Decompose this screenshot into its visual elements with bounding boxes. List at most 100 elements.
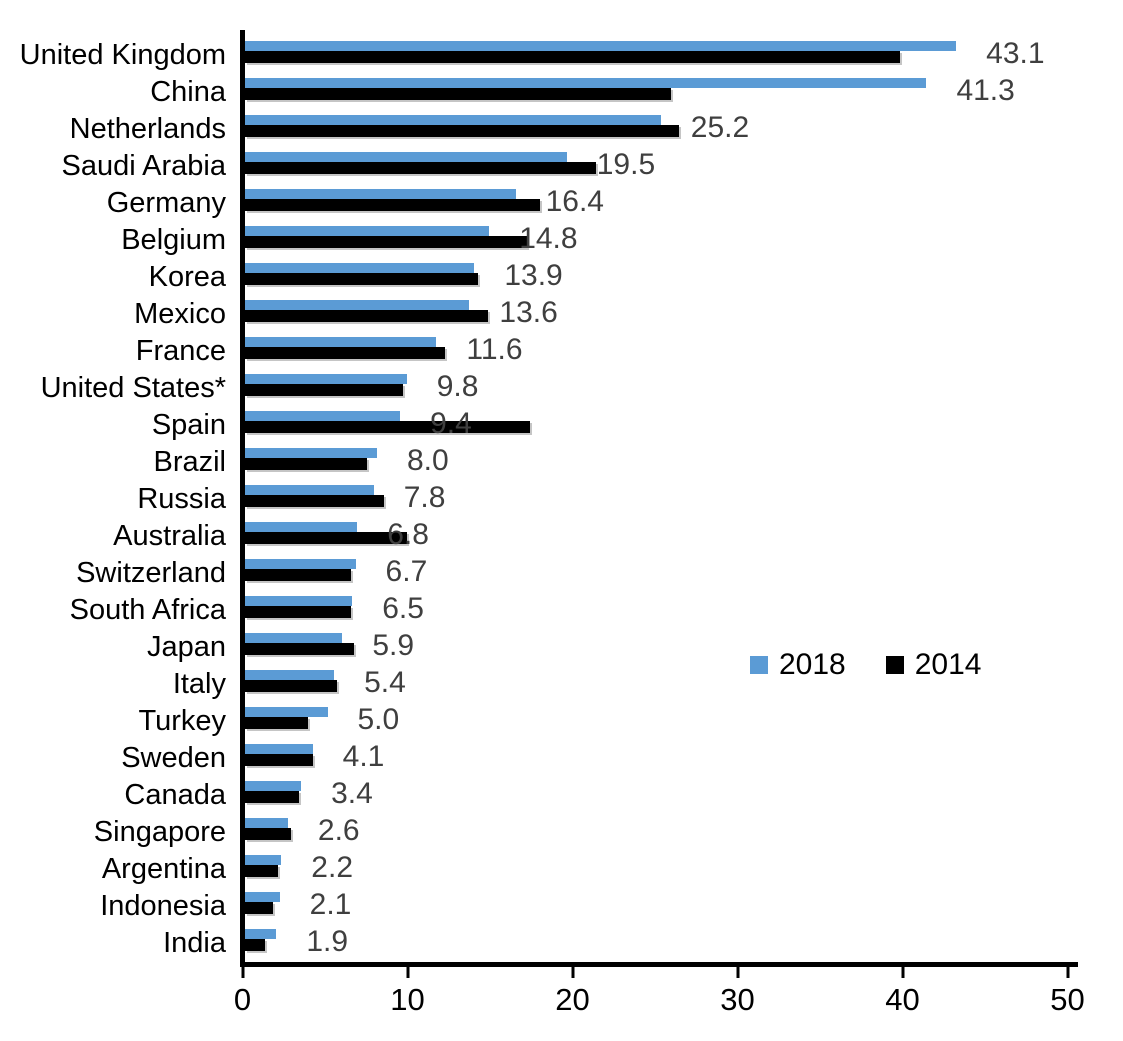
bar-2018 <box>245 892 280 902</box>
x-axis-tick-label: 30 <box>720 982 755 1017</box>
bar-2014 <box>245 236 528 248</box>
data-label: 2.6 <box>317 814 360 847</box>
bar-group: 7.8 <box>240 481 1123 518</box>
x-axis-tick <box>736 967 739 978</box>
category-label: Saudi Arabia <box>61 150 226 182</box>
bar-group: 8.0 <box>240 444 1123 481</box>
chart-row: United Kingdom 43.1 <box>0 37 1123 74</box>
x-axis-tick-label: 0 <box>233 982 252 1017</box>
x-axis: 0 10 20 30 40 50 <box>234 962 1085 1032</box>
legend-entry-2018: 2018 <box>750 648 846 682</box>
x-axis-tick <box>901 967 904 978</box>
legend-label-2014: 2014 <box>914 648 982 681</box>
data-label: 9.4 <box>430 407 472 440</box>
bar-group: 9.4 <box>240 407 1123 444</box>
chart-row: Netherlands 25.2 <box>0 111 1123 148</box>
chart-row: China 41.3 <box>0 74 1123 111</box>
bar-group: 14.8 <box>240 222 1123 259</box>
bar-2014 <box>245 162 597 174</box>
bar-group: 4.1 <box>240 740 1123 777</box>
data-label: 7.8 <box>403 481 446 514</box>
bar-2014 <box>245 421 531 433</box>
bar-group: 11.6 <box>240 333 1123 370</box>
y-axis-line <box>240 30 245 967</box>
bar-2018 <box>245 633 343 643</box>
chart-row: Singapore 2.6 <box>0 814 1123 851</box>
bar-group: 19.5 <box>240 148 1123 185</box>
bar-2018 <box>245 707 328 717</box>
bar-2018 <box>245 152 567 162</box>
bar-2018 <box>245 670 335 680</box>
bar-group: 9.8 <box>240 370 1123 407</box>
bar-group: 1.9 <box>240 925 1123 962</box>
bar-2014 <box>245 717 308 729</box>
category-label: South Africa <box>69 594 226 626</box>
legend-swatch-2018 <box>750 656 768 674</box>
bar-2014 <box>245 199 541 211</box>
bar-2014 <box>245 125 679 137</box>
chart-row: Canada 3.4 <box>0 777 1123 814</box>
bar-group: 5.0 <box>240 703 1123 740</box>
bar-2014 <box>245 384 404 396</box>
bar-group: 3.4 <box>240 777 1123 814</box>
category-label: United States* <box>40 372 226 404</box>
legend-swatch-2014 <box>885 656 904 674</box>
legend-label-2018: 2018 <box>779 648 846 681</box>
data-label: 8.0 <box>407 444 449 477</box>
bar-2014 <box>245 88 671 100</box>
category-label: Korea <box>148 261 226 293</box>
bar-2014 <box>245 939 265 951</box>
data-label: 25.2 <box>690 111 750 144</box>
bar-2018 <box>245 448 377 458</box>
data-label: 1.9 <box>306 925 349 958</box>
chart-row: Belgium 14.8 <box>0 222 1123 259</box>
bar-2018 <box>245 411 401 421</box>
chart-row: India 1.9 <box>0 925 1123 962</box>
bar-2014 <box>245 495 384 507</box>
category-label: China <box>150 76 226 108</box>
data-label: 9.8 <box>436 370 479 403</box>
data-label: 6.5 <box>382 592 424 625</box>
bar-group: 6.7 <box>240 555 1123 592</box>
data-label: 2.1 <box>309 888 352 921</box>
category-label: Canada <box>124 779 226 811</box>
bar-2018 <box>245 78 927 88</box>
bar-2018 <box>245 781 302 791</box>
category-label: Russia <box>137 483 226 515</box>
category-label: Japan <box>146 631 226 663</box>
x-axis-tick <box>571 967 574 978</box>
category-label: Brazil <box>153 446 226 478</box>
data-label: 19.5 <box>596 148 656 181</box>
bar-2018 <box>245 596 353 606</box>
bar-2014 <box>245 643 354 655</box>
data-label: 5.0 <box>357 703 400 736</box>
category-label: France <box>135 335 226 367</box>
bar-2014 <box>245 458 368 470</box>
data-label: 6.7 <box>385 555 428 588</box>
chart-rows: United Kingdom 43.1 China 41.3 Netherlands 25… <box>0 37 1123 962</box>
category-label: Singapore <box>93 816 226 848</box>
bar-group: 2.6 <box>240 814 1123 851</box>
category-label: United Kingdom <box>19 39 226 71</box>
bar-2014 <box>245 532 407 544</box>
bar-group: 2.1 <box>240 888 1123 925</box>
chart-row: Germany 16.4 <box>0 185 1123 222</box>
bar-group: 25.2 <box>240 111 1123 148</box>
bar-group: 5.4 <box>240 666 1123 703</box>
data-label: 5.9 <box>372 629 415 662</box>
chart-row: Japan 5.9 <box>0 629 1123 666</box>
x-axis-tick <box>406 967 409 978</box>
bar-2014 <box>245 791 300 803</box>
category-label: Italy <box>172 668 226 700</box>
data-label: 4.1 <box>342 740 385 773</box>
bar-group: 6.8 <box>240 518 1123 555</box>
category-label: Indonesia <box>100 890 226 922</box>
bar-group: 16.4 <box>240 185 1123 222</box>
chart-row: Switzerland 6.7 <box>0 555 1123 592</box>
data-label: 13.9 <box>504 259 563 292</box>
data-label: 14.8 <box>519 222 578 255</box>
bar-group: 6.5 <box>240 592 1123 629</box>
x-axis-tick-label: 20 <box>555 982 590 1017</box>
chart-row: Australia 6.8 <box>0 518 1123 555</box>
category-label: Switzerland <box>76 557 226 589</box>
